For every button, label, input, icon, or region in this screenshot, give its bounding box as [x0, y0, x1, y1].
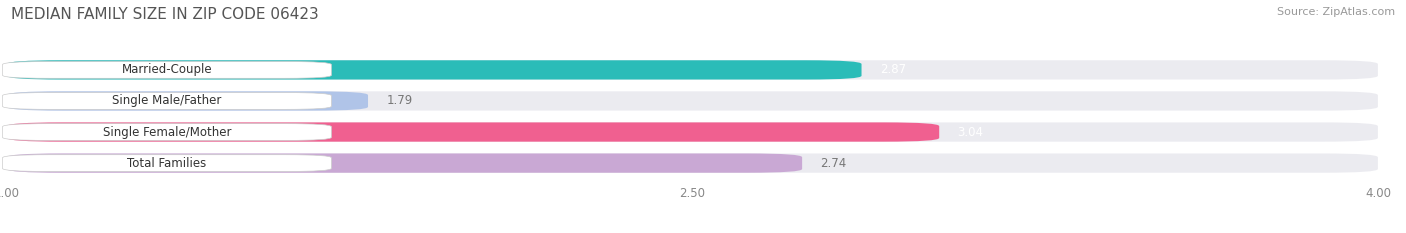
FancyBboxPatch shape: [7, 60, 862, 79]
FancyBboxPatch shape: [7, 60, 1378, 79]
Text: 2.87: 2.87: [880, 63, 905, 76]
FancyBboxPatch shape: [7, 154, 1378, 173]
Text: 2.74: 2.74: [821, 157, 846, 170]
FancyBboxPatch shape: [7, 154, 801, 173]
FancyBboxPatch shape: [3, 93, 332, 109]
Text: Total Families: Total Families: [128, 157, 207, 170]
FancyBboxPatch shape: [3, 62, 332, 78]
FancyBboxPatch shape: [3, 124, 332, 140]
FancyBboxPatch shape: [7, 91, 1378, 111]
FancyBboxPatch shape: [3, 155, 332, 171]
Text: Source: ZipAtlas.com: Source: ZipAtlas.com: [1277, 7, 1395, 17]
FancyBboxPatch shape: [7, 122, 939, 142]
Text: Married-Couple: Married-Couple: [122, 63, 212, 76]
Text: 1.79: 1.79: [387, 94, 412, 107]
Text: 3.04: 3.04: [957, 126, 983, 139]
Text: Single Male/Father: Single Male/Father: [112, 94, 222, 107]
Text: Single Female/Mother: Single Female/Mother: [103, 126, 231, 139]
FancyBboxPatch shape: [7, 91, 368, 111]
Text: MEDIAN FAMILY SIZE IN ZIP CODE 06423: MEDIAN FAMILY SIZE IN ZIP CODE 06423: [11, 7, 319, 22]
FancyBboxPatch shape: [7, 122, 1378, 142]
